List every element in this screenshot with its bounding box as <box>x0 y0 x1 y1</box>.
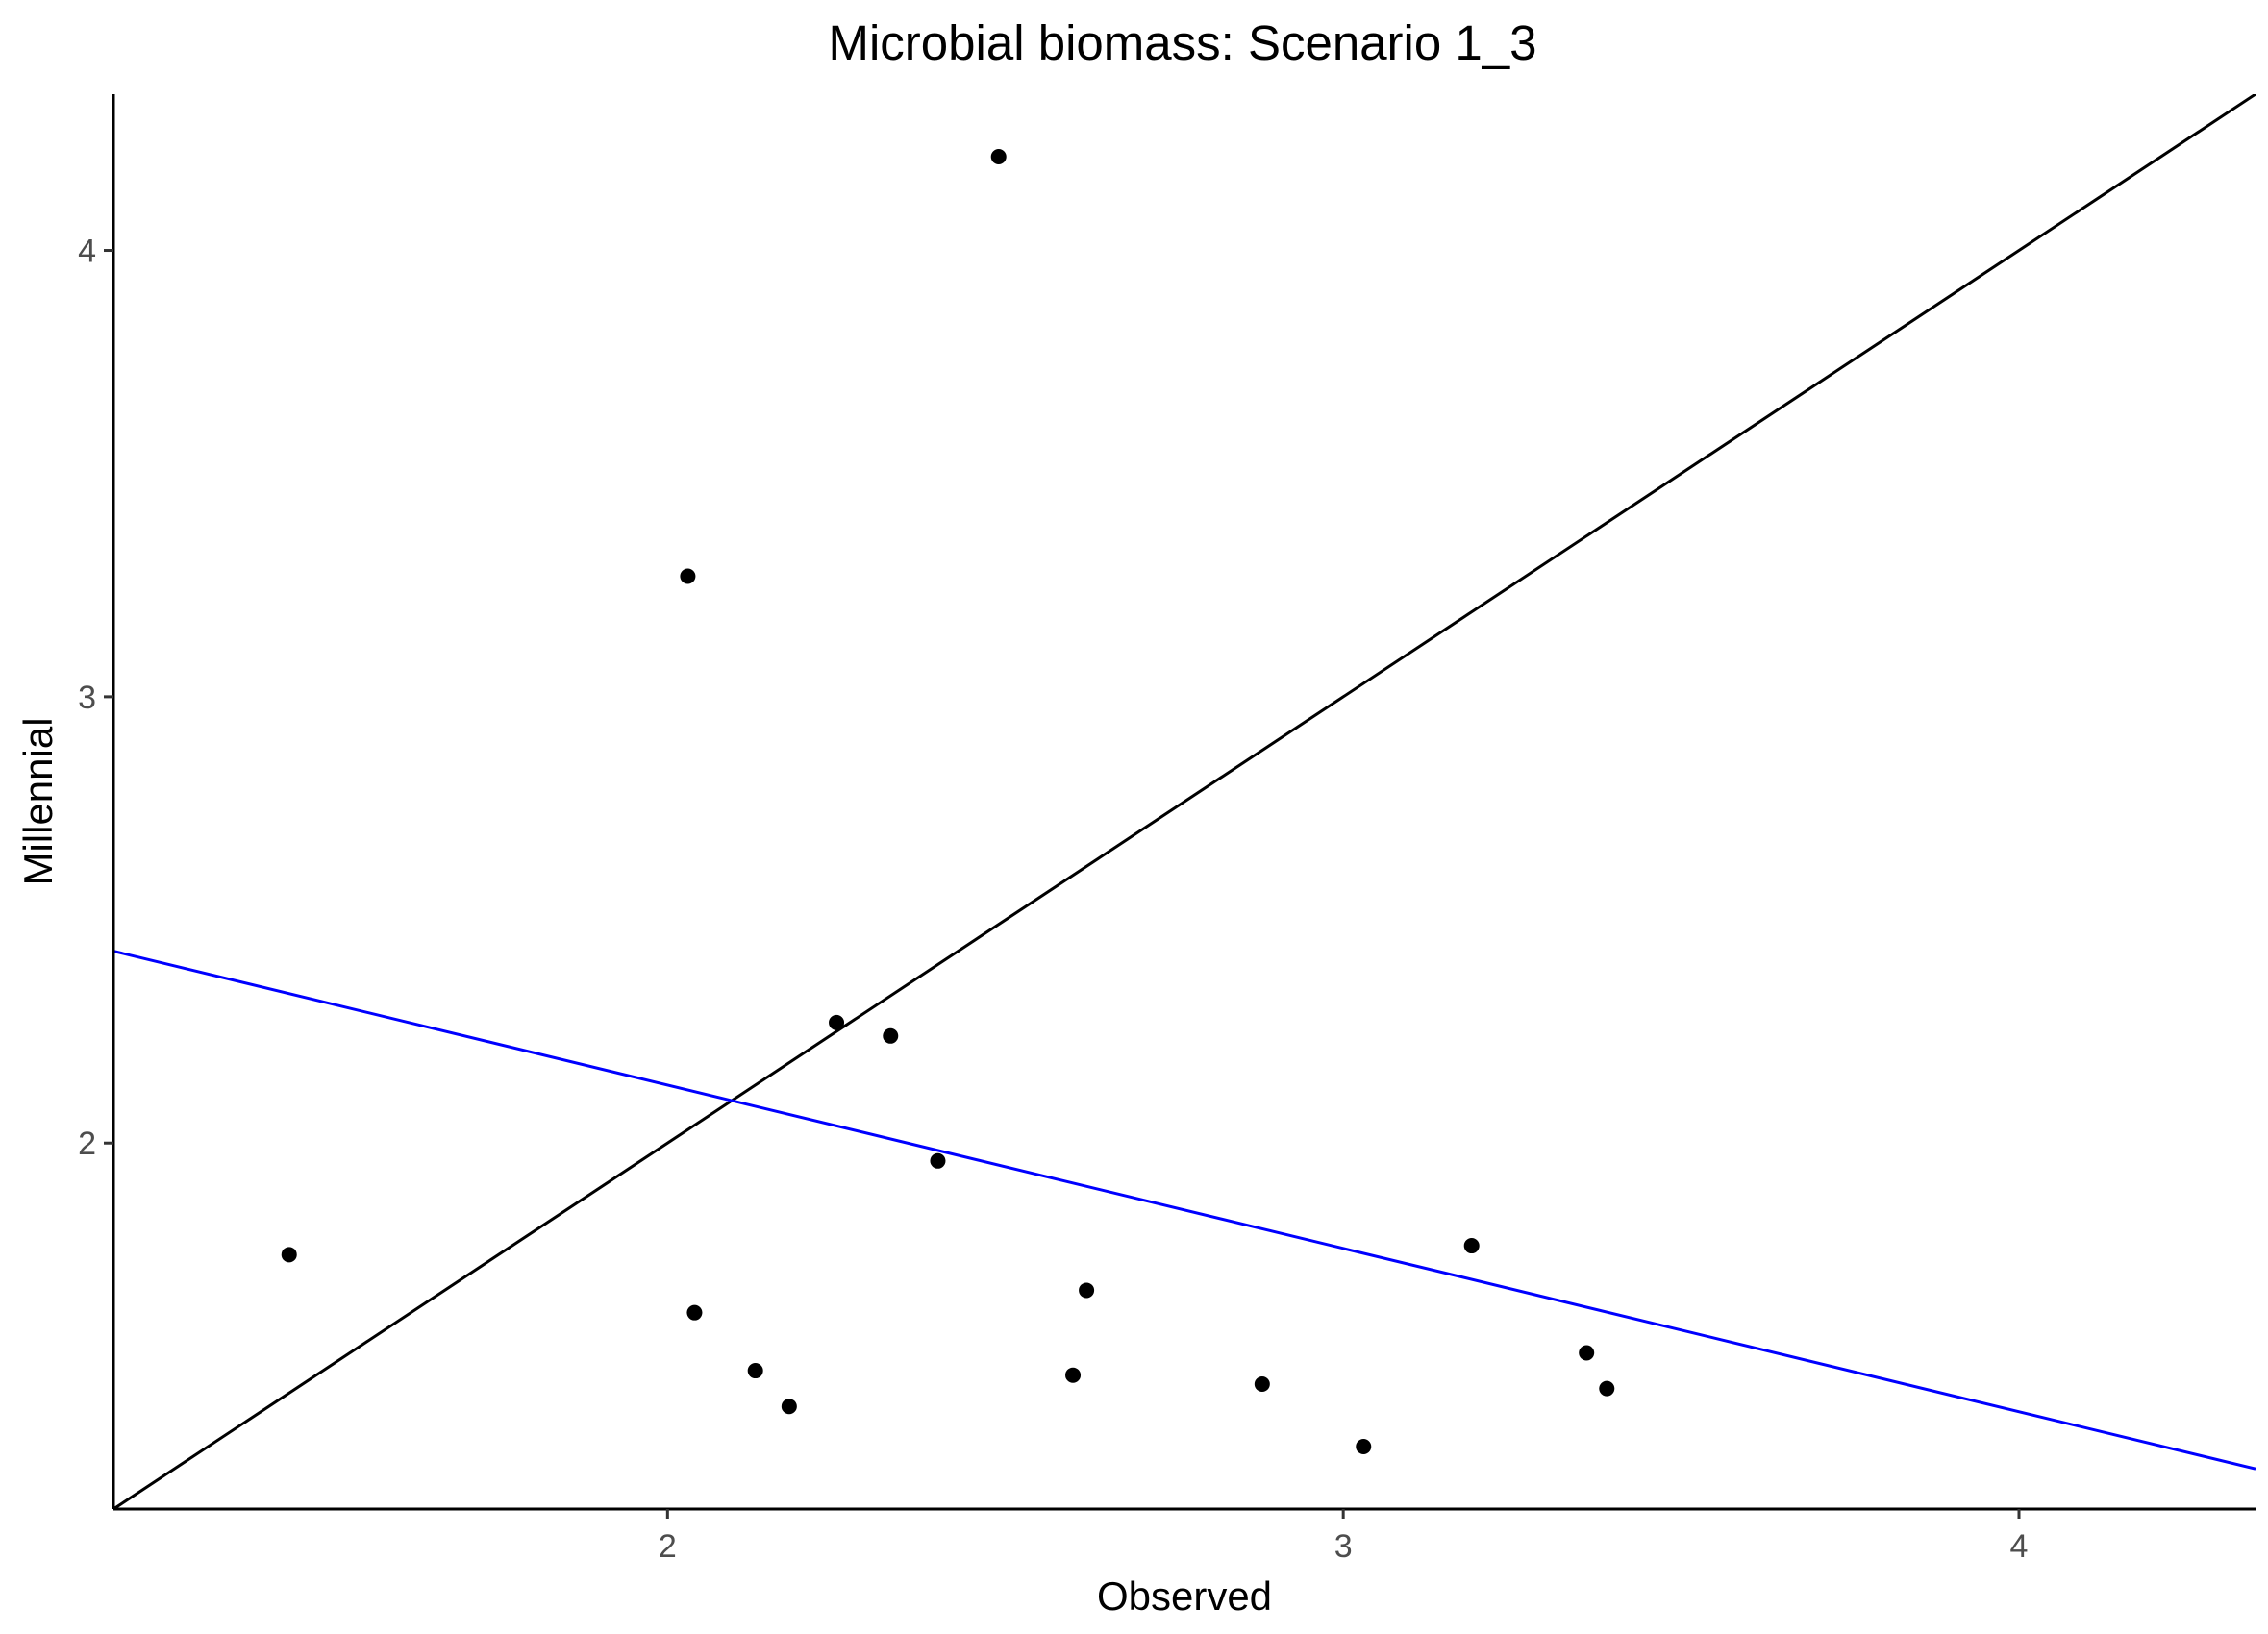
data-point-5 <box>782 1399 797 1414</box>
data-point-10 <box>1065 1368 1081 1383</box>
data-point-4 <box>748 1363 763 1378</box>
chart-title: Microbial biomass: Scenario 1_3 <box>828 15 1536 70</box>
x-tick-label-3: 3 <box>1334 1528 1353 1565</box>
data-point-6 <box>829 1015 844 1030</box>
data-point-16 <box>1599 1381 1614 1397</box>
data-point-3 <box>686 1305 702 1321</box>
y-tick-label-4: 4 <box>78 234 96 270</box>
regression-fit-line <box>113 952 2256 1470</box>
data-point-7 <box>883 1028 898 1044</box>
data-point-15 <box>1579 1345 1594 1360</box>
plot-area <box>113 94 2256 1509</box>
y-axis-label: Millennial <box>15 717 61 885</box>
y-axis-ticks: 2 3 4 <box>78 234 113 1163</box>
y-tick-label-3: 3 <box>78 680 96 716</box>
x-axis-ticks: 2 3 4 <box>659 1509 2029 1565</box>
reference-line-1to1 <box>113 94 2256 1509</box>
data-point-8 <box>930 1153 945 1169</box>
data-point-2 <box>680 569 695 584</box>
x-tick-label-4: 4 <box>2010 1528 2029 1565</box>
data-point-1 <box>282 1247 297 1262</box>
data-point-14 <box>1464 1238 1480 1253</box>
data-point-9 <box>991 149 1007 164</box>
data-point-12 <box>1255 1376 1270 1392</box>
y-tick-label-2: 2 <box>78 1126 96 1162</box>
x-tick-label-2: 2 <box>659 1528 677 1565</box>
data-point-11 <box>1079 1282 1094 1298</box>
data-point-13 <box>1356 1439 1371 1454</box>
x-axis-label: Observed <box>1097 1573 1272 1619</box>
